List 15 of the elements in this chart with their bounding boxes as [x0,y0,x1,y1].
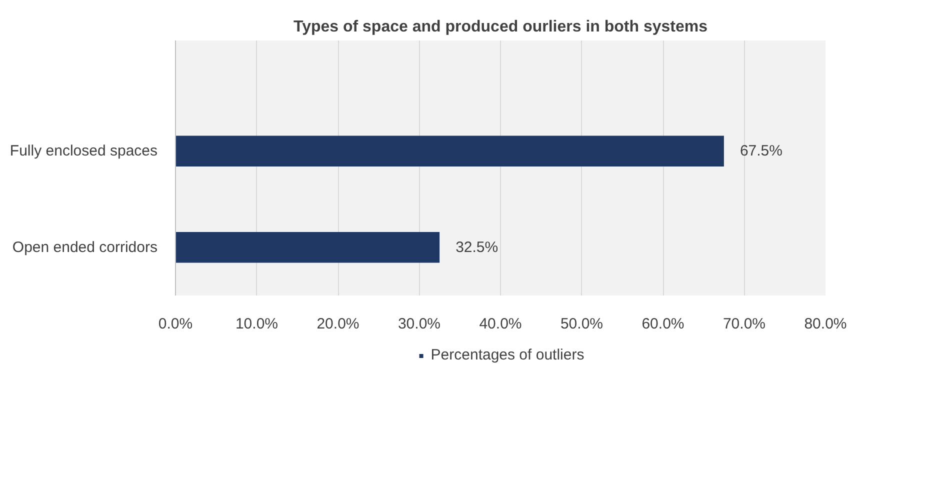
text: 67.5% [740,142,782,160]
chart-title: Types of space and produced ourliers in both systems [293,18,708,36]
x-tick-label: 10.0% [235,316,278,332]
y-tick-label: Open ended corridors [12,238,158,256]
x-tick-label: 80.0% [804,316,847,332]
x-tick-label: 60.0% [642,316,684,332]
text: 32.5% [456,238,498,256]
x-tick-label: 40.0% [479,316,522,332]
x-tick-label: 0.0% [158,316,193,332]
x-tick-label: 20.0% [316,316,360,332]
y-tick-label: Fully enclosed spaces [10,142,158,160]
x-tick-label: 50.0% [560,316,604,332]
legend-label: Percentages of outliers [430,346,584,364]
x-tick-label: 30.0% [398,316,441,332]
x-tick-label: 70.0% [722,316,766,332]
